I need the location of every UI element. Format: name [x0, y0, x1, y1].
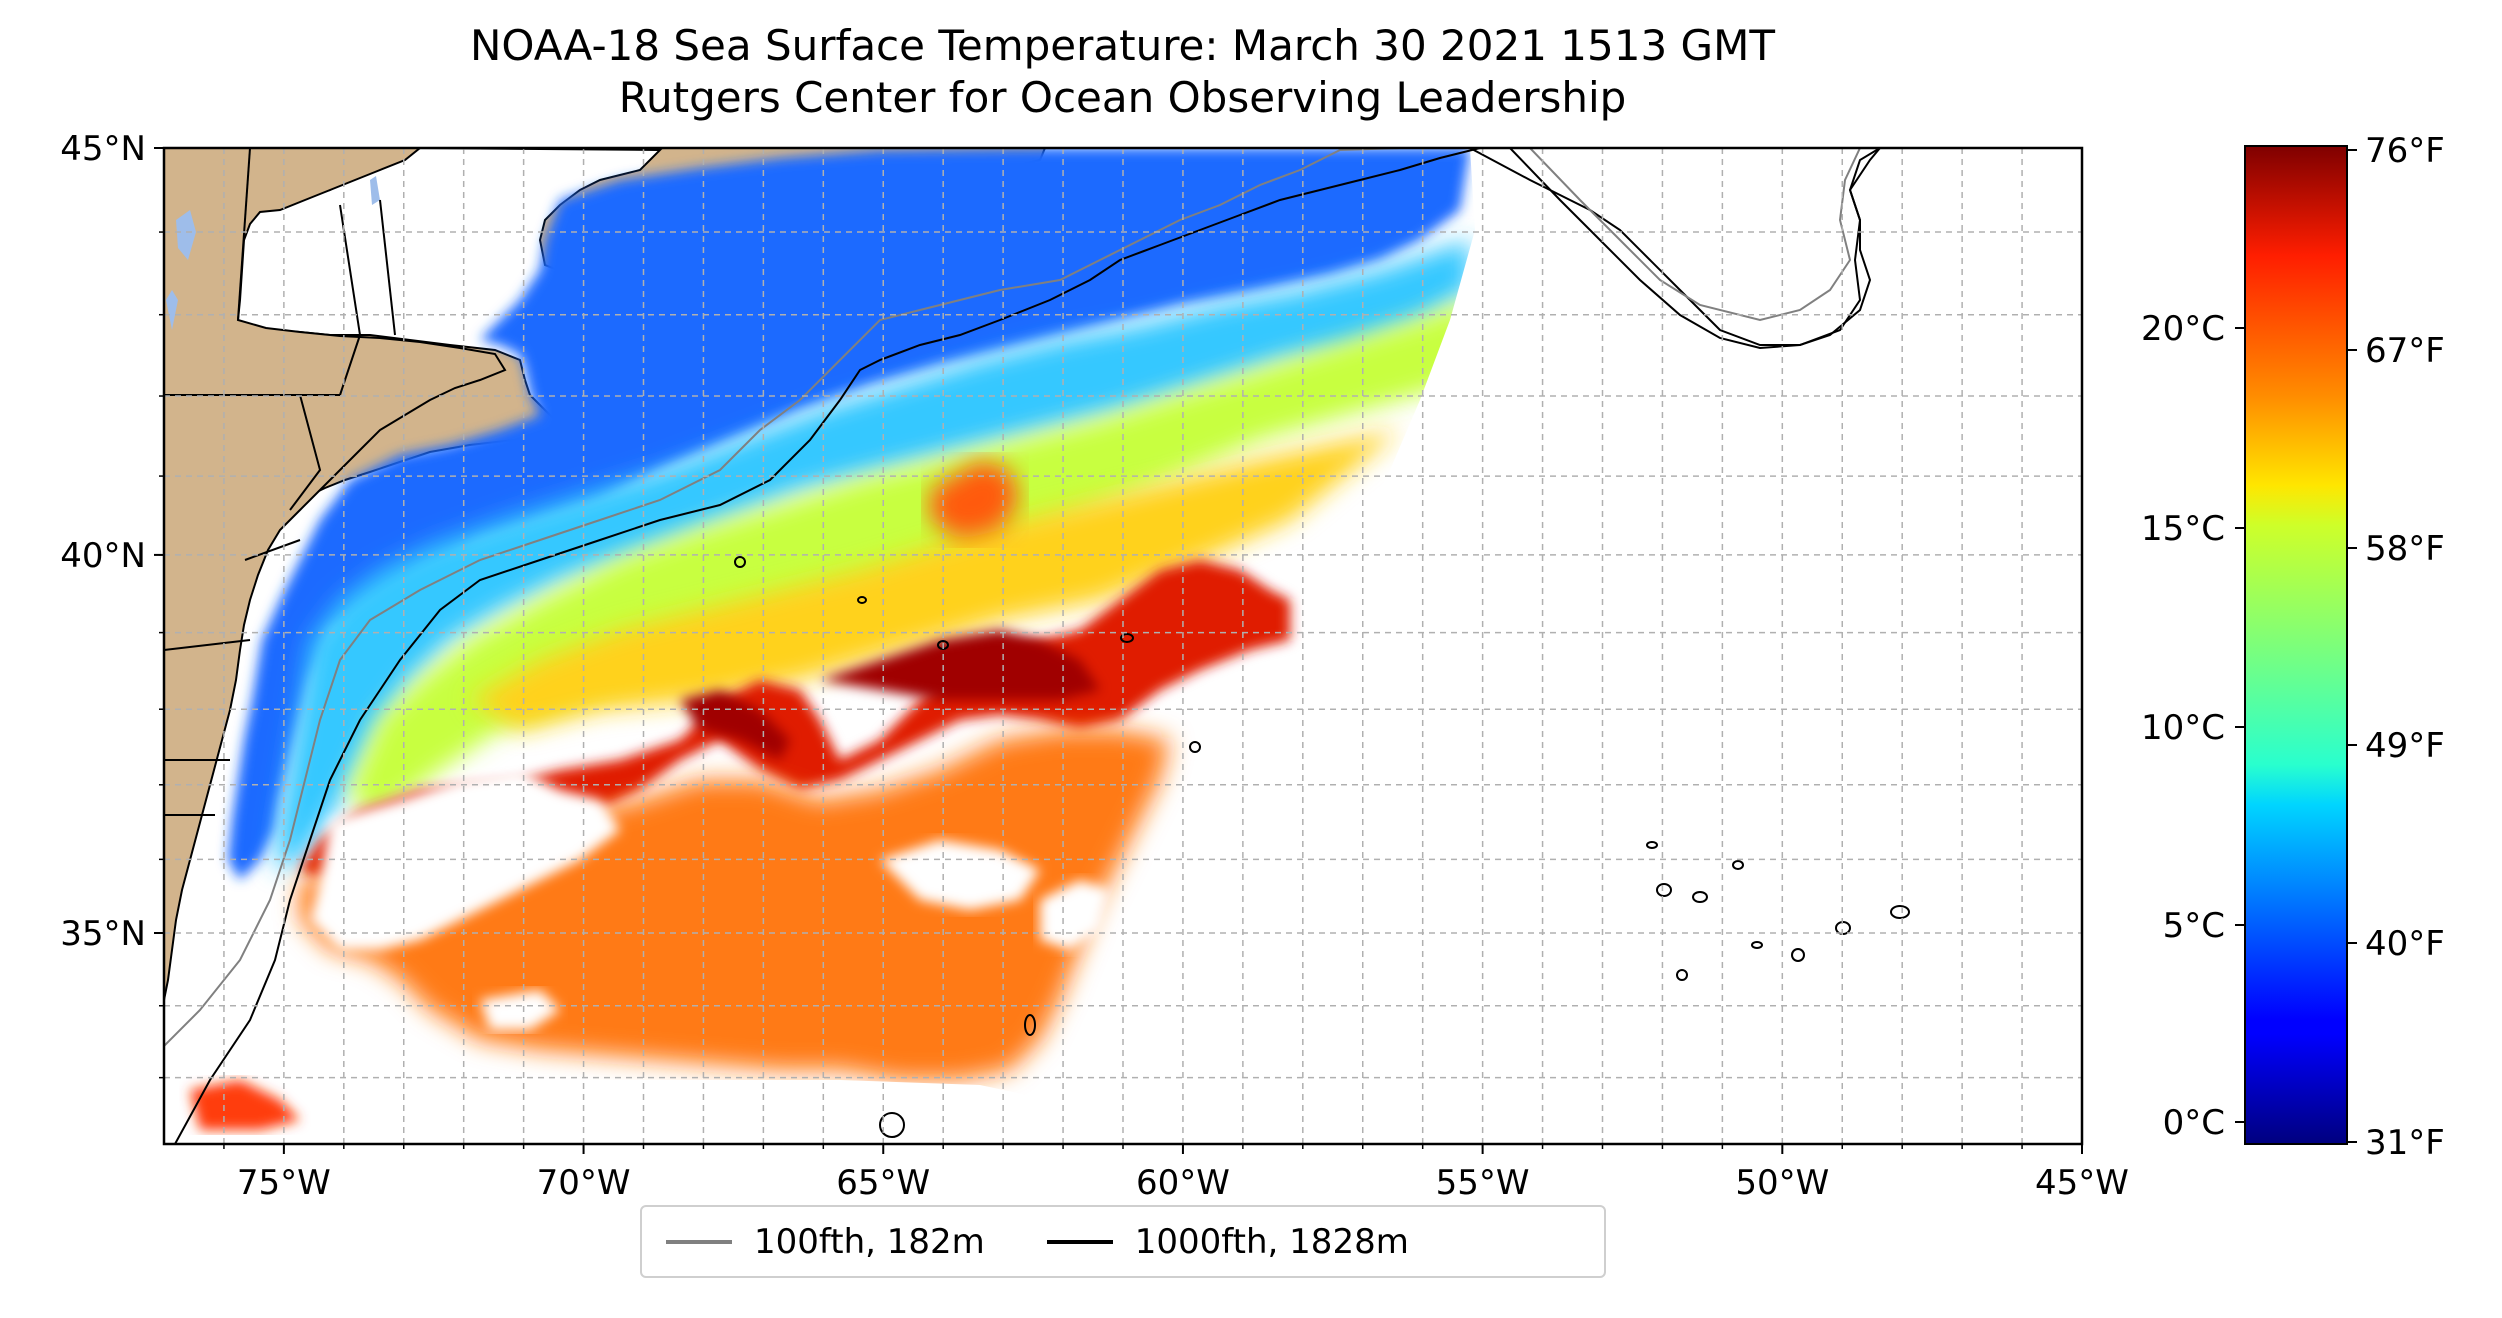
- sst-yellow: [470, 430, 1400, 730]
- x-tick-label: 60°W: [1136, 1163, 1230, 1203]
- legend: 100fth, 182m 1000fth, 1828m: [640, 1205, 1606, 1278]
- contour-100fth: [164, 148, 1861, 1047]
- colorbar-celsius-label: 20°C: [2141, 309, 2225, 349]
- title-line-2: Rutgers Center for Ocean Observing Leade…: [618, 73, 1627, 122]
- swath-edge: [1040, 148, 2082, 1144]
- legend-label-100fth: 100fth, 182m: [754, 1221, 985, 1262]
- legend-swatch-grey: [666, 1239, 732, 1244]
- legend-label-1000fth: 1000fth, 1828m: [1134, 1221, 1409, 1262]
- x-axis: 75°W 70°W 65°W 60°W 55°W 50°W 45°W: [223, 1144, 2129, 1203]
- colorbar-celsius-label: 10°C: [2141, 708, 2225, 748]
- swath-south-cut: [164, 1060, 1050, 1144]
- x-tick-label: 45°W: [2035, 1163, 2129, 1203]
- sst-warm-eddy: [930, 460, 1020, 540]
- sst-cool-mid: [275, 240, 1470, 870]
- cloud-gap-2: [880, 840, 1040, 910]
- colorbar-fahrenheit-label: 31°F: [2365, 1123, 2445, 1163]
- title-line-1: NOAA-18 Sea Surface Temperature: March 3…: [470, 21, 1775, 70]
- colorbar-fahrenheit-label: 67°F: [2365, 331, 2445, 371]
- x-tick-label: 50°W: [1735, 1163, 1829, 1203]
- legend-item-100fth: 100fth, 182m: [642, 1222, 985, 1262]
- y-axis: 35°N 40°N 45°N: [60, 129, 164, 1079]
- x-tick-label: 75°W: [237, 1163, 331, 1203]
- y-tick-label: 35°N: [60, 914, 146, 954]
- lake-1: [176, 210, 196, 260]
- legend-item-1000fth: 1000fth, 1828m: [1023, 1222, 1409, 1262]
- sst-south-fringe: [190, 1080, 300, 1130]
- x-tick-label: 65°W: [836, 1163, 930, 1203]
- legend-swatch-black: [1046, 1239, 1113, 1244]
- y-tick-label: 40°N: [60, 536, 146, 576]
- x-tick-label: 70°W: [537, 1163, 631, 1203]
- cloud-gap-4: [480, 990, 560, 1030]
- sst-warm-south: [300, 730, 1170, 1080]
- lake-3: [166, 290, 178, 330]
- contour-1000fth: [174, 148, 1881, 1144]
- chart-title: NOAA-18 Sea Surface Temperature: March 3…: [160, 20, 2085, 124]
- colorbar-fahrenheit-label: 76°F: [2365, 131, 2445, 171]
- colorbar-celsius-label: 15°C: [2141, 509, 2225, 549]
- sst-gulf-stream-dark: [680, 630, 1100, 760]
- colorbar-celsius-label: 0°C: [2163, 1103, 2225, 1143]
- colorbar-ticks: 20°C 15°C 10°C 5°C 0°C 76°F 67°F 58°F 49°F 40°F 31…: [2141, 131, 2445, 1163]
- sst-cold-shelf: [228, 148, 1470, 880]
- colorbar-fahrenheit-label: 49°F: [2365, 726, 2445, 766]
- colorbar-fahrenheit-label: 40°F: [2365, 924, 2445, 964]
- lake-2: [370, 176, 380, 205]
- colorbar-fahrenheit-label: 58°F: [2365, 529, 2445, 569]
- x-tick-label: 55°W: [1436, 1163, 1530, 1203]
- seamounts: [734, 556, 1910, 1138]
- y-tick-label: 45°N: [60, 129, 146, 169]
- colorbar: [2244, 145, 2348, 1145]
- colorbar-celsius-label: 5°C: [2163, 906, 2225, 946]
- map-gridlines: [164, 148, 2082, 1144]
- land-overlay: [164, 148, 507, 1001]
